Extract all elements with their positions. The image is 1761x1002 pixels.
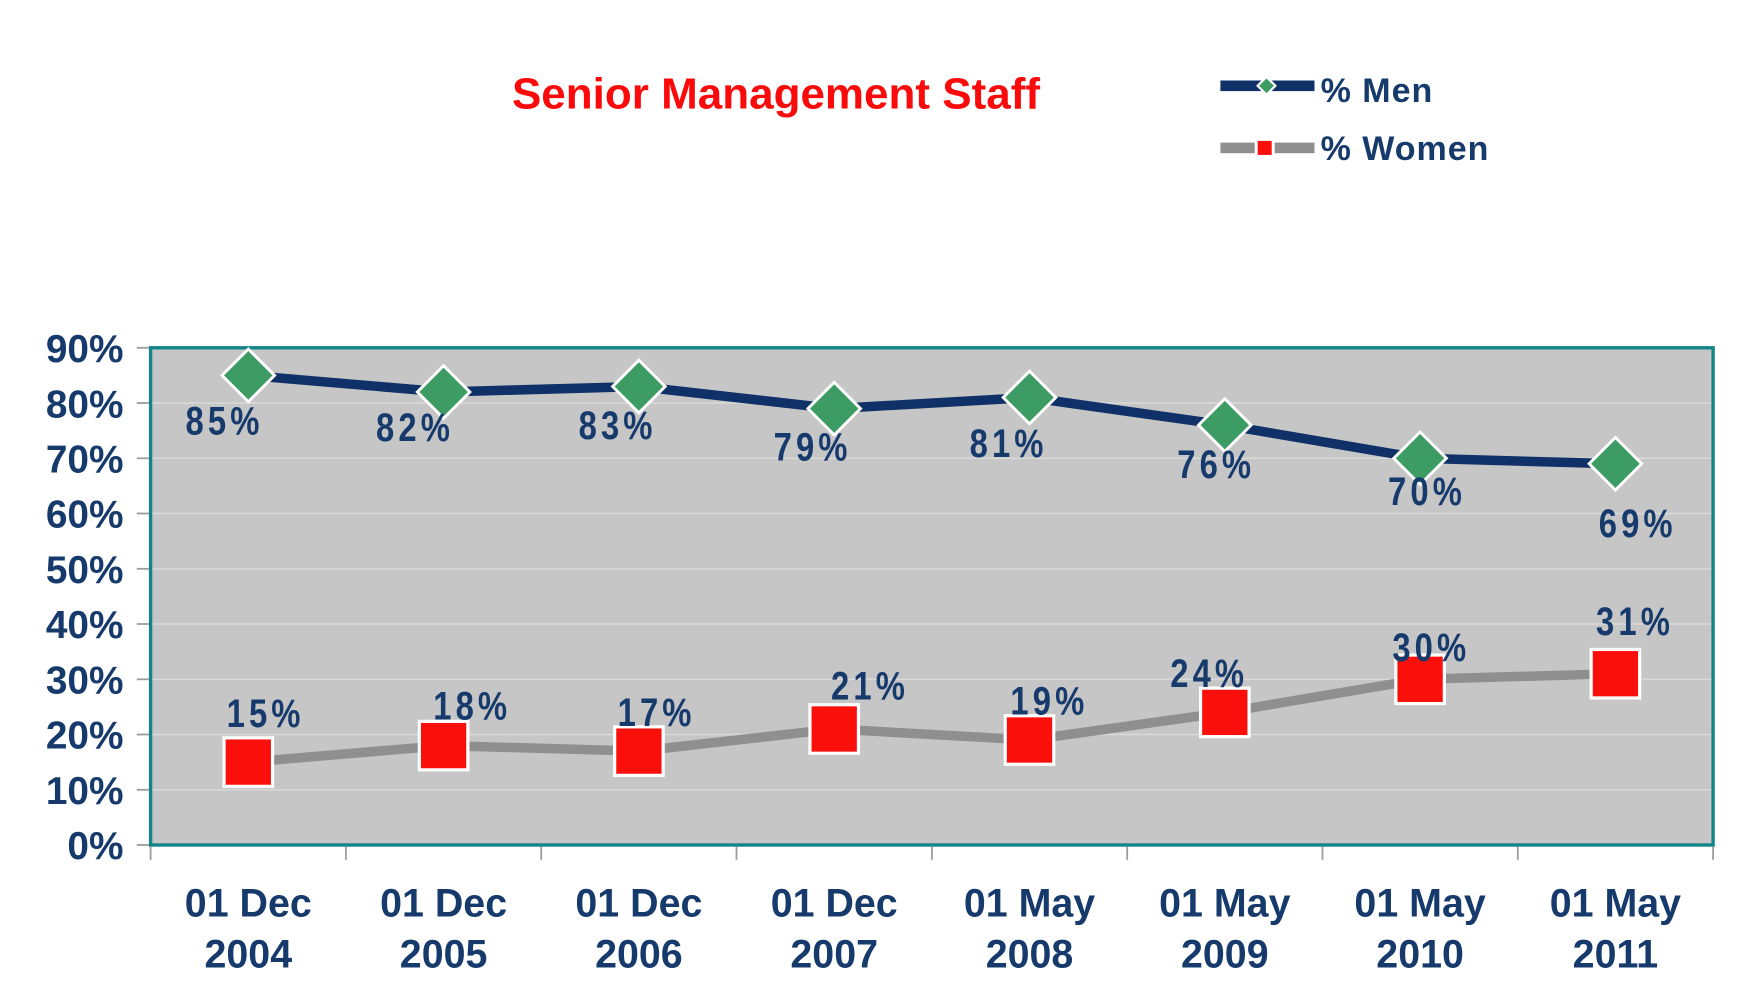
svg-text:% Women: % Women <box>1321 130 1490 168</box>
svg-text:60%: 60% <box>46 494 124 537</box>
svg-text:31%: 31% <box>1596 599 1674 644</box>
svg-text:21%: 21% <box>831 663 909 708</box>
svg-text:76%: 76% <box>1177 442 1255 487</box>
svg-text:69%: 69% <box>1599 501 1677 546</box>
svg-text:18%: 18% <box>433 683 511 728</box>
svg-text:01 Dec: 01 Dec <box>185 881 312 925</box>
svg-text:70%: 70% <box>46 438 124 481</box>
svg-text:2004: 2004 <box>204 932 292 976</box>
svg-text:81%: 81% <box>970 421 1048 466</box>
svg-text:2010: 2010 <box>1376 932 1464 976</box>
svg-text:19%: 19% <box>1010 678 1088 723</box>
svg-text:01 Dec: 01 Dec <box>771 881 898 925</box>
svg-text:50%: 50% <box>46 549 124 592</box>
svg-text:20%: 20% <box>46 715 124 758</box>
svg-text:17%: 17% <box>618 690 696 735</box>
svg-text:79%: 79% <box>774 424 852 469</box>
svg-text:40%: 40% <box>46 604 124 647</box>
svg-text:Senior Management Staff: Senior Management Staff <box>512 70 1040 119</box>
svg-text:10%: 10% <box>46 770 124 813</box>
svg-text:2009: 2009 <box>1181 932 1269 976</box>
svg-text:2011: 2011 <box>1573 932 1658 976</box>
svg-text:70%: 70% <box>1388 469 1466 514</box>
svg-text:01 May: 01 May <box>964 881 1095 925</box>
svg-text:2007: 2007 <box>790 932 878 976</box>
svg-text:24%: 24% <box>1170 651 1248 696</box>
svg-text:01 May: 01 May <box>1550 881 1681 925</box>
svg-text:2008: 2008 <box>986 932 1074 976</box>
svg-text:83%: 83% <box>579 403 657 448</box>
svg-text:2006: 2006 <box>595 932 683 976</box>
svg-text:85%: 85% <box>186 398 264 443</box>
svg-text:01 May: 01 May <box>1354 881 1485 925</box>
svg-text:0%: 0% <box>67 825 123 868</box>
svg-text:% Men: % Men <box>1321 72 1434 110</box>
svg-text:80%: 80% <box>46 383 124 426</box>
svg-text:2005: 2005 <box>400 932 488 976</box>
svg-text:01 May: 01 May <box>1159 881 1290 925</box>
svg-text:82%: 82% <box>376 405 454 450</box>
svg-text:01 Dec: 01 Dec <box>575 881 702 925</box>
svg-text:30%: 30% <box>46 659 124 702</box>
svg-text:01 Dec: 01 Dec <box>380 881 507 925</box>
svg-text:90%: 90% <box>46 328 124 371</box>
svg-text:15%: 15% <box>227 691 305 736</box>
svg-text:30%: 30% <box>1392 625 1470 670</box>
